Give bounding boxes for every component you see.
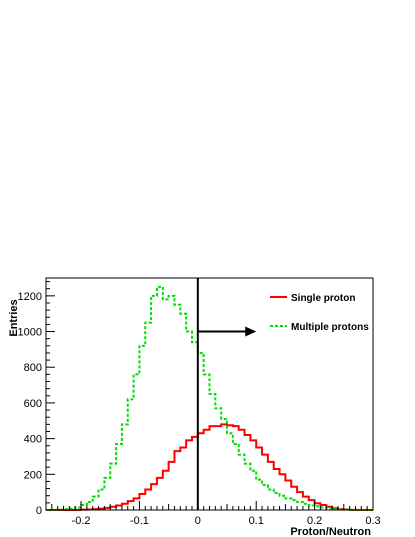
y-tick-label: 800 <box>24 362 42 374</box>
x-tick-label: 0.1 <box>249 515 264 527</box>
x-axis-label: Proton/Neutron <box>290 526 371 537</box>
axis-ticks: 0 200 400 600 800 1000 1200 -0.2 -0.1 0 0.1 0.2 0.3 <box>18 281 381 527</box>
legend-label: Multiple protons <box>291 322 369 333</box>
x-tick-label: -0.1 <box>130 515 149 527</box>
x-tick-label: 0 <box>195 515 201 527</box>
histogram-series-2 <box>46 285 373 511</box>
arrow-head <box>245 326 257 337</box>
y-tick-label: 400 <box>24 434 42 446</box>
y-tick-label: 1000 <box>18 327 42 339</box>
x-tick-label: 0.2 <box>307 515 322 527</box>
y-tick-label: 600 <box>24 398 42 410</box>
x-tick-label: 0.3 <box>365 515 380 527</box>
x-tick-label: -0.2 <box>72 515 91 527</box>
legend: Single proton Multiple protons <box>270 293 369 333</box>
y-tick-label: 1200 <box>18 291 42 303</box>
y-axis-label: Entries <box>8 299 20 336</box>
y-tick-label: 0 <box>36 505 42 517</box>
histogram-series-group <box>46 285 373 511</box>
legend-label: Single proton <box>291 293 355 304</box>
y-tick-label: 200 <box>24 469 42 481</box>
arrow-annotation <box>197 326 257 337</box>
